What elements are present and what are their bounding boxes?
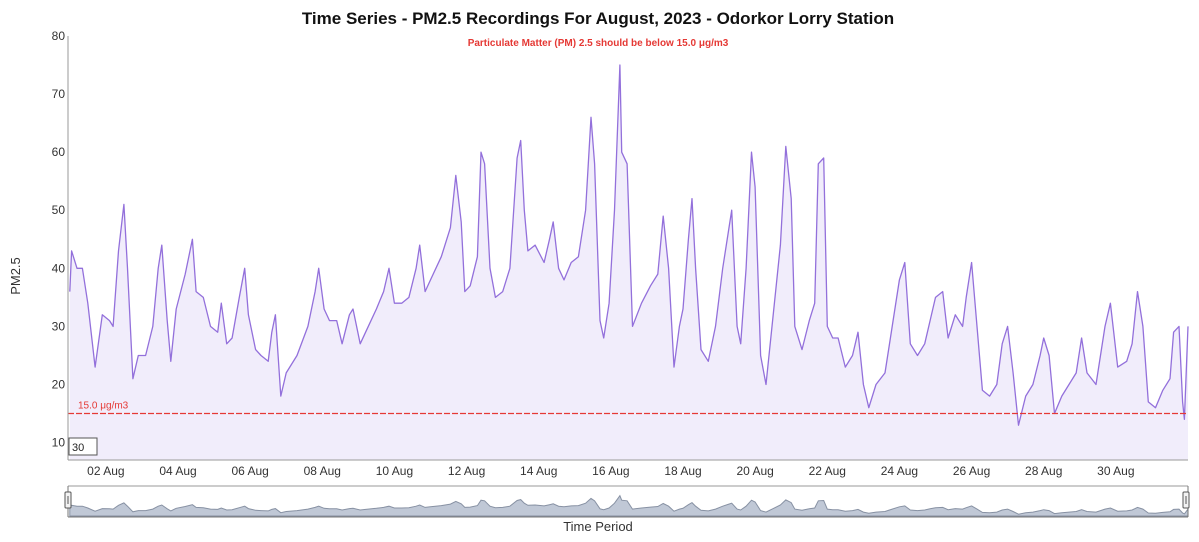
plot-area[interactable]: 15.0 μg/m3 [68, 64, 1189, 460]
navigator[interactable] [64, 485, 1190, 518]
y-tick-label: 20 [52, 377, 66, 391]
pm25-area-fill [69, 65, 1188, 460]
chart-title: Time Series - PM2.5 Recordings For Augus… [302, 9, 894, 28]
x-tick-label: 28 Aug [1025, 464, 1062, 478]
x-tick-label: 22 Aug [809, 464, 846, 478]
x-tick-label: 06 Aug [231, 464, 268, 478]
y-tick-label: 60 [52, 145, 66, 159]
navigator-series-area [69, 494, 1189, 517]
y-tick-label: 50 [52, 203, 66, 217]
y-tick-label: 80 [52, 29, 66, 43]
x-tick-label: 24 Aug [881, 464, 918, 478]
x-tick-label: 04 Aug [159, 464, 196, 478]
x-tick-label: 16 Aug [592, 464, 629, 478]
x-tick-label: 20 Aug [736, 464, 773, 478]
range-selector-value[interactable]: 30 [72, 442, 84, 454]
range-selector-frame[interactable] [68, 437, 98, 456]
chart-subtitle: Particulate Matter (PM) 2.5 should be be… [468, 38, 729, 49]
pm25-series-line [69, 64, 1189, 426]
y-tick-label: 30 [52, 319, 66, 333]
y-tick-label: 70 [52, 87, 66, 101]
y-axis-ticks: 10 20 30 40 50 60 70 80 [52, 29, 66, 450]
x-tick-label: 10 Aug [376, 464, 413, 478]
x-tick-label: 14 Aug [520, 464, 557, 478]
x-tick-label: 18 Aug [664, 464, 701, 478]
x-axis-ticks: 02 Aug 04 Aug 06 Aug 08 Aug 10 Aug 12 Aug 14 A… [87, 464, 1134, 478]
x-axis-title: Time Period [563, 519, 633, 534]
y-tick-label: 40 [52, 261, 66, 275]
y-tick-label: 10 [52, 436, 66, 450]
x-tick-label: 12 Aug [448, 464, 485, 478]
range-selector-box[interactable]: 30 [68, 437, 98, 456]
threshold-label: 15.0 μg/m3 [78, 401, 129, 412]
x-tick-label: 08 Aug [304, 464, 341, 478]
x-tick-label: 30 Aug [1097, 464, 1134, 478]
x-tick-label: 02 Aug [87, 464, 124, 478]
y-axis-title: PM2.5 [8, 257, 23, 295]
x-tick-label: 26 Aug [953, 464, 990, 478]
